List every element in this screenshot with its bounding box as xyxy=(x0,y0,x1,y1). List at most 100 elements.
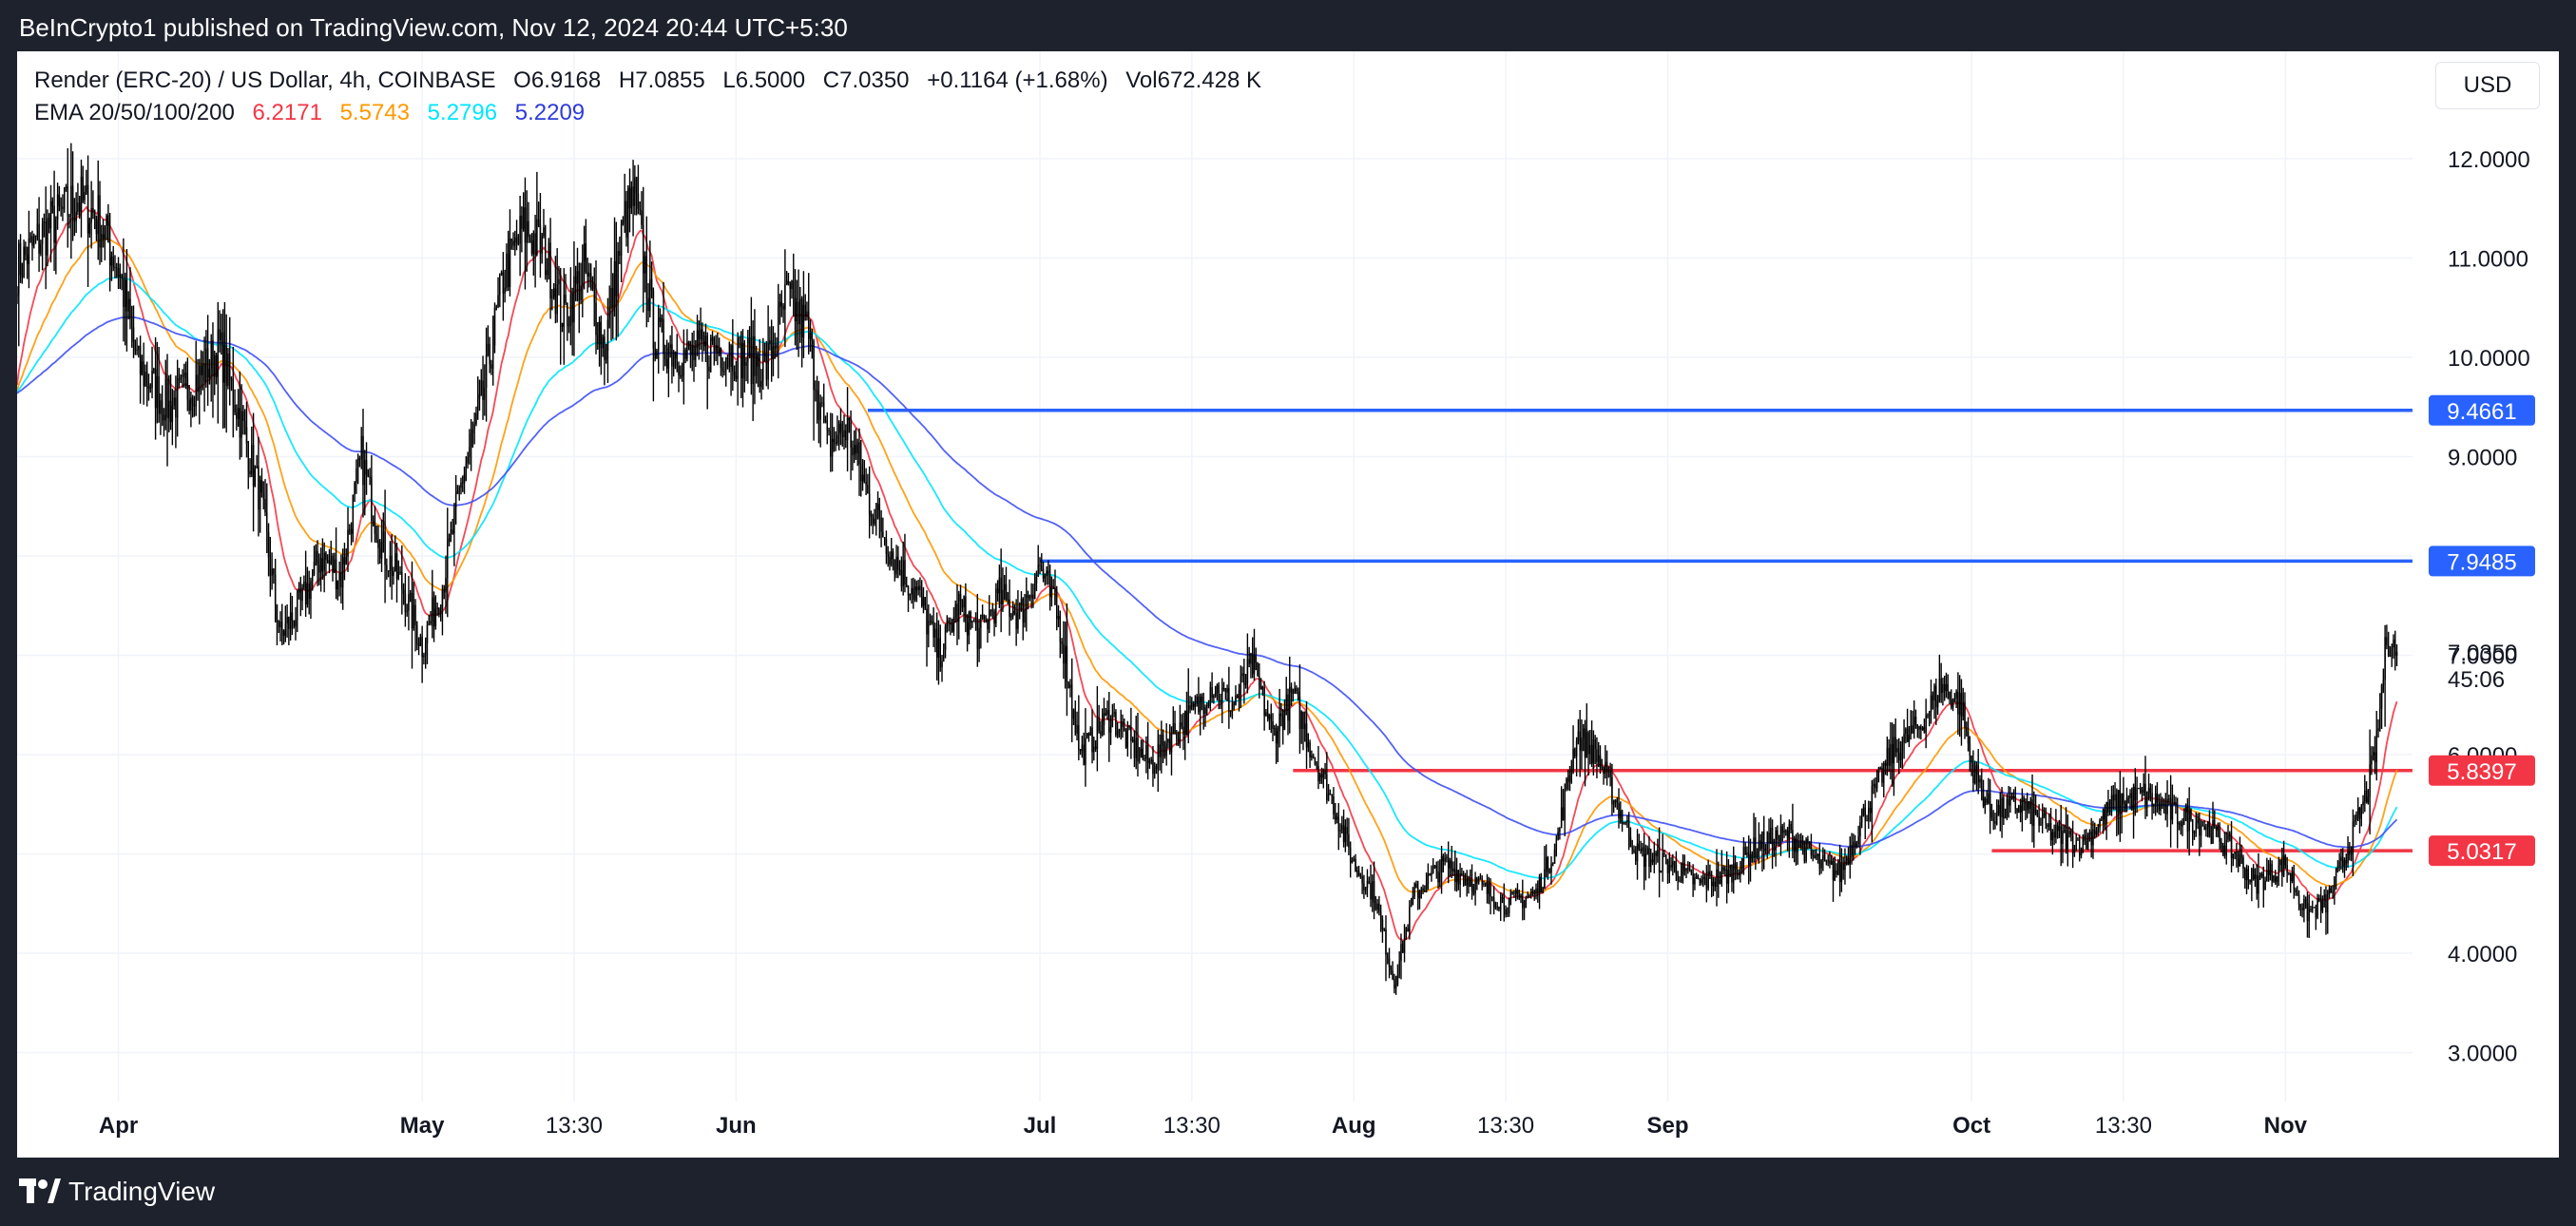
candle-body xyxy=(1721,867,1723,880)
candle xyxy=(606,297,609,384)
candle-body xyxy=(1042,568,1045,579)
candle xyxy=(1575,737,1578,776)
candle-body xyxy=(2121,793,2123,814)
candle-body xyxy=(920,589,923,606)
candle-body xyxy=(1474,877,1476,894)
candle xyxy=(338,561,340,597)
candle xyxy=(2173,795,2175,806)
candle-body xyxy=(1342,824,1345,843)
candle xyxy=(1240,665,1242,708)
candle-body xyxy=(1920,726,1922,730)
candle-body xyxy=(47,218,48,256)
ema100-value: 5.2796 xyxy=(427,100,498,125)
candle-body xyxy=(1616,799,1618,804)
candle-body xyxy=(1857,836,1859,845)
time-axis[interactable]: Apr May 13:30 Jun Jul 13:30 Aug 13:30 Sep Oct 13:3… xyxy=(99,1113,2308,1139)
candle xyxy=(1764,844,1767,854)
currency-button[interactable]: USD xyxy=(2435,62,2540,109)
candle xyxy=(2095,827,2098,838)
candle xyxy=(1930,679,1932,724)
candle-body xyxy=(1636,843,1639,862)
candle-body xyxy=(919,585,921,590)
chart-panel[interactable]: 12.000011.000010.00009.00008.00007.00006… xyxy=(17,51,2559,1158)
candle xyxy=(1370,864,1372,908)
candle xyxy=(1344,819,1347,852)
candle-body xyxy=(941,661,943,668)
candle xyxy=(92,190,94,220)
candle xyxy=(2281,847,2283,887)
candle-body xyxy=(1982,789,1985,807)
candle-body xyxy=(1226,688,1228,693)
candle-body xyxy=(659,316,662,322)
candle xyxy=(262,481,264,509)
candle-body xyxy=(735,375,738,379)
candle xyxy=(1586,703,1588,758)
candle xyxy=(1435,861,1437,879)
candle-body xyxy=(84,191,86,201)
candle xyxy=(2386,624,2388,650)
candle xyxy=(175,375,177,449)
ema-label[interactable]: EMA 20/50/100/200 xyxy=(34,100,235,125)
candle xyxy=(1224,687,1227,700)
candle xyxy=(2141,786,2143,802)
candle xyxy=(1381,915,1384,943)
price-axis[interactable]: 12.000011.000010.00009.00008.00007.00006… xyxy=(2429,147,2535,1067)
candle-body xyxy=(1346,827,1348,834)
candle xyxy=(836,415,838,447)
candle xyxy=(1520,893,1522,904)
candle-body xyxy=(2349,851,2351,855)
candle-body xyxy=(92,208,94,213)
candle xyxy=(2006,794,2009,821)
candle xyxy=(1623,821,1625,825)
tradingview-logo-icon[interactable] xyxy=(19,1177,61,1205)
candle-body xyxy=(90,208,92,223)
price-chart[interactable]: 12.000011.000010.00009.00008.00007.00006… xyxy=(17,51,2559,1158)
candle-body xyxy=(2158,802,2160,811)
candle xyxy=(311,568,314,591)
candle xyxy=(206,315,209,406)
candle-body xyxy=(2393,639,2394,648)
level-price-label: 9.4661 xyxy=(2447,399,2516,425)
candle-body xyxy=(1192,702,1195,707)
candle-body xyxy=(1446,856,1448,858)
candle xyxy=(1984,796,1987,814)
candle xyxy=(1834,856,1836,882)
candle xyxy=(2282,840,2285,877)
candle-body xyxy=(317,550,318,565)
candle xyxy=(99,181,101,265)
candle-body xyxy=(582,260,584,286)
candle-body xyxy=(1701,879,1702,884)
candle xyxy=(1415,880,1417,889)
candle-body xyxy=(1989,793,1991,813)
candle-body xyxy=(2197,819,2199,824)
candle-body xyxy=(1275,727,1278,744)
candle xyxy=(411,561,413,669)
candle xyxy=(2144,756,2146,819)
candle xyxy=(38,197,40,273)
candle-body xyxy=(1542,888,1544,893)
candle xyxy=(1716,849,1718,907)
candle xyxy=(124,272,126,346)
candle xyxy=(1523,899,1526,921)
candle-body xyxy=(613,260,616,308)
candle xyxy=(1324,762,1326,779)
candle xyxy=(1702,870,1704,888)
candle xyxy=(1567,769,1569,791)
candle-body xyxy=(2247,869,2250,881)
candle-body xyxy=(2289,872,2292,882)
candle xyxy=(358,455,361,468)
candle xyxy=(1462,871,1465,887)
candle xyxy=(2219,822,2220,850)
candle xyxy=(2119,771,2122,842)
candle-body xyxy=(796,301,798,322)
candle xyxy=(276,603,279,646)
candle-body xyxy=(656,350,658,359)
candle xyxy=(1884,759,1887,776)
footer-brand[interactable]: TradingView xyxy=(68,1177,216,1206)
candle-body xyxy=(2364,790,2366,802)
candle xyxy=(328,548,331,574)
candle xyxy=(1753,813,1755,863)
symbol-title[interactable]: Render (ERC-20) / US Dollar, 4h, COINBAS… xyxy=(34,67,496,93)
candle xyxy=(950,617,952,636)
candle xyxy=(1564,783,1566,836)
